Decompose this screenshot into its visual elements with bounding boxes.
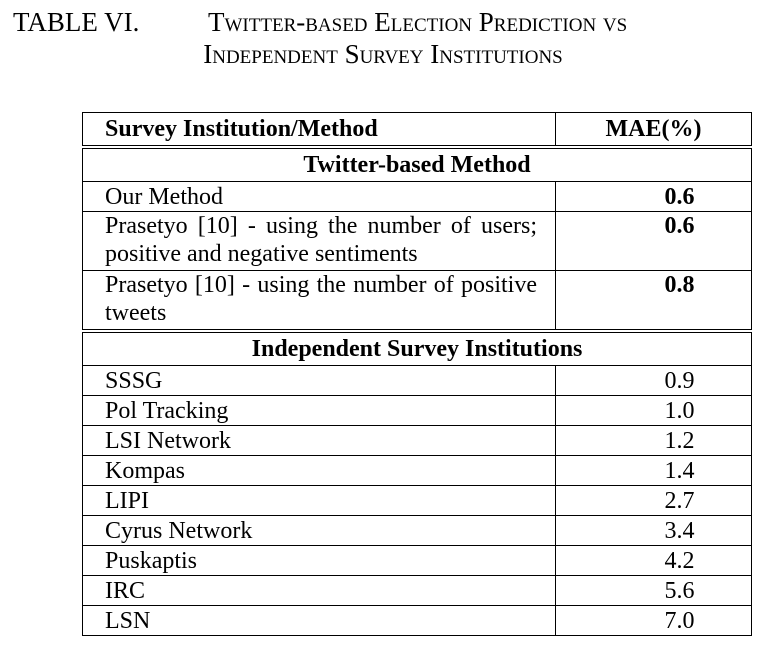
mae-cell: 1.0 — [555, 395, 752, 426]
mae-cell: 0.6 — [555, 211, 752, 271]
method-cell: Kompas — [82, 455, 556, 486]
method-cell: Prasetyo [10] - using the number of posi… — [82, 270, 556, 330]
method-cell: SSSG — [82, 365, 556, 396]
table-row: LSI Network 1.2 — [82, 425, 752, 456]
mae-cell: 1.2 — [555, 425, 752, 456]
table-row: IRC 5.6 — [82, 575, 752, 606]
caption-title-line2: Independent Survey Institutions — [203, 39, 563, 69]
table-row: Our Method 0.6 — [82, 181, 752, 212]
section-header-twitter: Twitter-based Method — [82, 148, 752, 182]
caption-label: TABLE VI. — [13, 7, 140, 37]
table-row: Prasetyo [10] - using the number of user… — [82, 211, 752, 271]
mae-cell: 3.4 — [555, 515, 752, 546]
method-cell: Pol Tracking — [82, 395, 556, 426]
header-mae: MAE(%) — [555, 112, 752, 146]
method-cell: Puskaptis — [82, 545, 556, 576]
mae-cell: 0.9 — [555, 365, 752, 396]
table-row: Kompas 1.4 — [82, 455, 752, 486]
header-row: Survey Institution/Method MAE(%) — [82, 112, 752, 146]
mae-cell: 4.2 — [555, 545, 752, 576]
method-cell: IRC — [82, 575, 556, 606]
mae-cell: 0.8 — [555, 270, 752, 330]
method-cell: LSN — [82, 605, 556, 636]
section-title: Independent Survey Institutions — [82, 332, 752, 366]
header-method: Survey Institution/Method — [82, 112, 556, 146]
mae-cell: 5.6 — [555, 575, 752, 606]
section-title: Twitter-based Method — [82, 148, 752, 182]
section-header-surveys: Independent Survey Institutions — [82, 332, 752, 366]
table-row: Pol Tracking 1.0 — [82, 395, 752, 426]
mae-cell: 1.4 — [555, 455, 752, 486]
mae-cell: 2.7 — [555, 485, 752, 516]
method-cell: Prasetyo [10] - using the number of user… — [82, 211, 556, 271]
mae-cell: 7.0 — [555, 605, 752, 636]
table-row: SSSG 0.9 — [82, 365, 752, 396]
table-row: Puskaptis 4.2 — [82, 545, 752, 576]
method-cell: LSI Network — [82, 425, 556, 456]
mae-cell: 0.6 — [555, 181, 752, 212]
comparison-table: Survey Institution/Method MAE(%) Twitter… — [82, 112, 752, 636]
table-row: LSN 7.0 — [82, 605, 752, 636]
table-row: LIPI 2.7 — [82, 485, 752, 516]
method-cell: Cyrus Network — [82, 515, 556, 546]
caption-title-line1: Twitter-based Election Prediction vs — [208, 7, 628, 37]
table-row: Cyrus Network 3.4 — [82, 515, 752, 546]
table-row: Prasetyo [10] - using the number of posi… — [82, 270, 752, 330]
method-cell: Our Method — [82, 181, 556, 212]
method-cell: LIPI — [82, 485, 556, 516]
